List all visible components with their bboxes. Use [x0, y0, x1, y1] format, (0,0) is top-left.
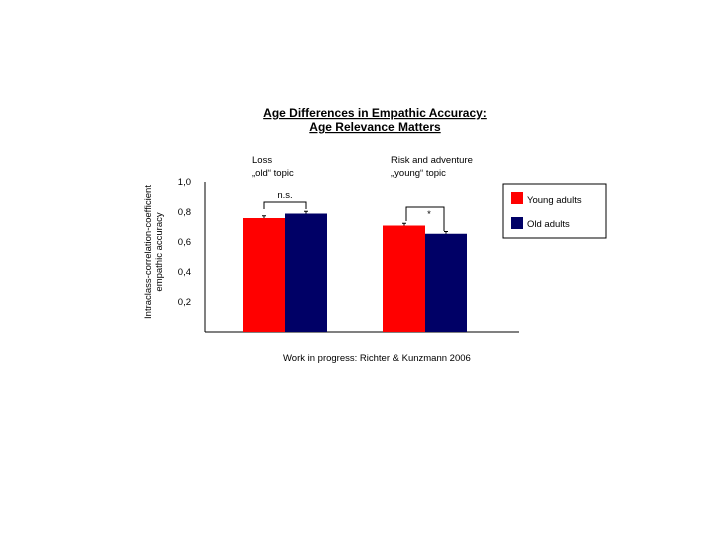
legend-label-young-adults: Young adults: [527, 195, 582, 206]
bar-old-adults-loss: [285, 213, 327, 332]
significance-label-star: *: [427, 209, 431, 220]
error-bar-young-adults-risk: [402, 222, 406, 226]
error-bar-young-adults-loss: [262, 215, 266, 218]
category-label-risk-line-1: Risk and adventure: [391, 155, 473, 166]
bar-old-adults-risk: [425, 233, 467, 332]
y-axis-label-line-1: Intraclass-correlation-coefficient: [143, 185, 154, 319]
error-bar-old-adults-risk: [444, 231, 448, 234]
y-axis-label-line-2: empathic accuracy: [154, 212, 165, 291]
chart-title-line-2: Age Relevance Matters: [309, 120, 441, 134]
legend-swatch-old-adults: [511, 217, 523, 229]
error-bar-old-adults-loss: [304, 210, 308, 214]
bar-young-adults-risk: [383, 225, 425, 332]
significance-bracket-risk: [405, 206, 445, 231]
y-tick-label-0-2: 0,2: [178, 297, 191, 308]
category-label-loss-line-1: Loss: [252, 155, 272, 166]
legend-label-old-adults: Old adults: [527, 219, 570, 230]
y-tick-label-0-8: 0,8: [178, 207, 191, 218]
bar-young-adults-loss: [243, 218, 285, 332]
footnote: Work in progress: Richter & Kunzmann 200…: [283, 353, 471, 364]
chart-title-line-1: Age Differences in Empathic Accuracy:: [263, 106, 487, 120]
y-tick-label-0-4: 0,4: [178, 267, 191, 278]
category-label-risk-line-2: „young“ topic: [391, 168, 446, 179]
category-label-loss-line-2: „old“ topic: [252, 168, 294, 179]
significance-bracket-loss: [263, 201, 307, 209]
legend-swatch-young-adults: [511, 192, 523, 204]
y-tick-label-0-6: 0,6: [178, 237, 191, 248]
significance-label-ns: n.s.: [277, 190, 292, 201]
y-tick-label-1-0: 1,0: [178, 177, 191, 188]
